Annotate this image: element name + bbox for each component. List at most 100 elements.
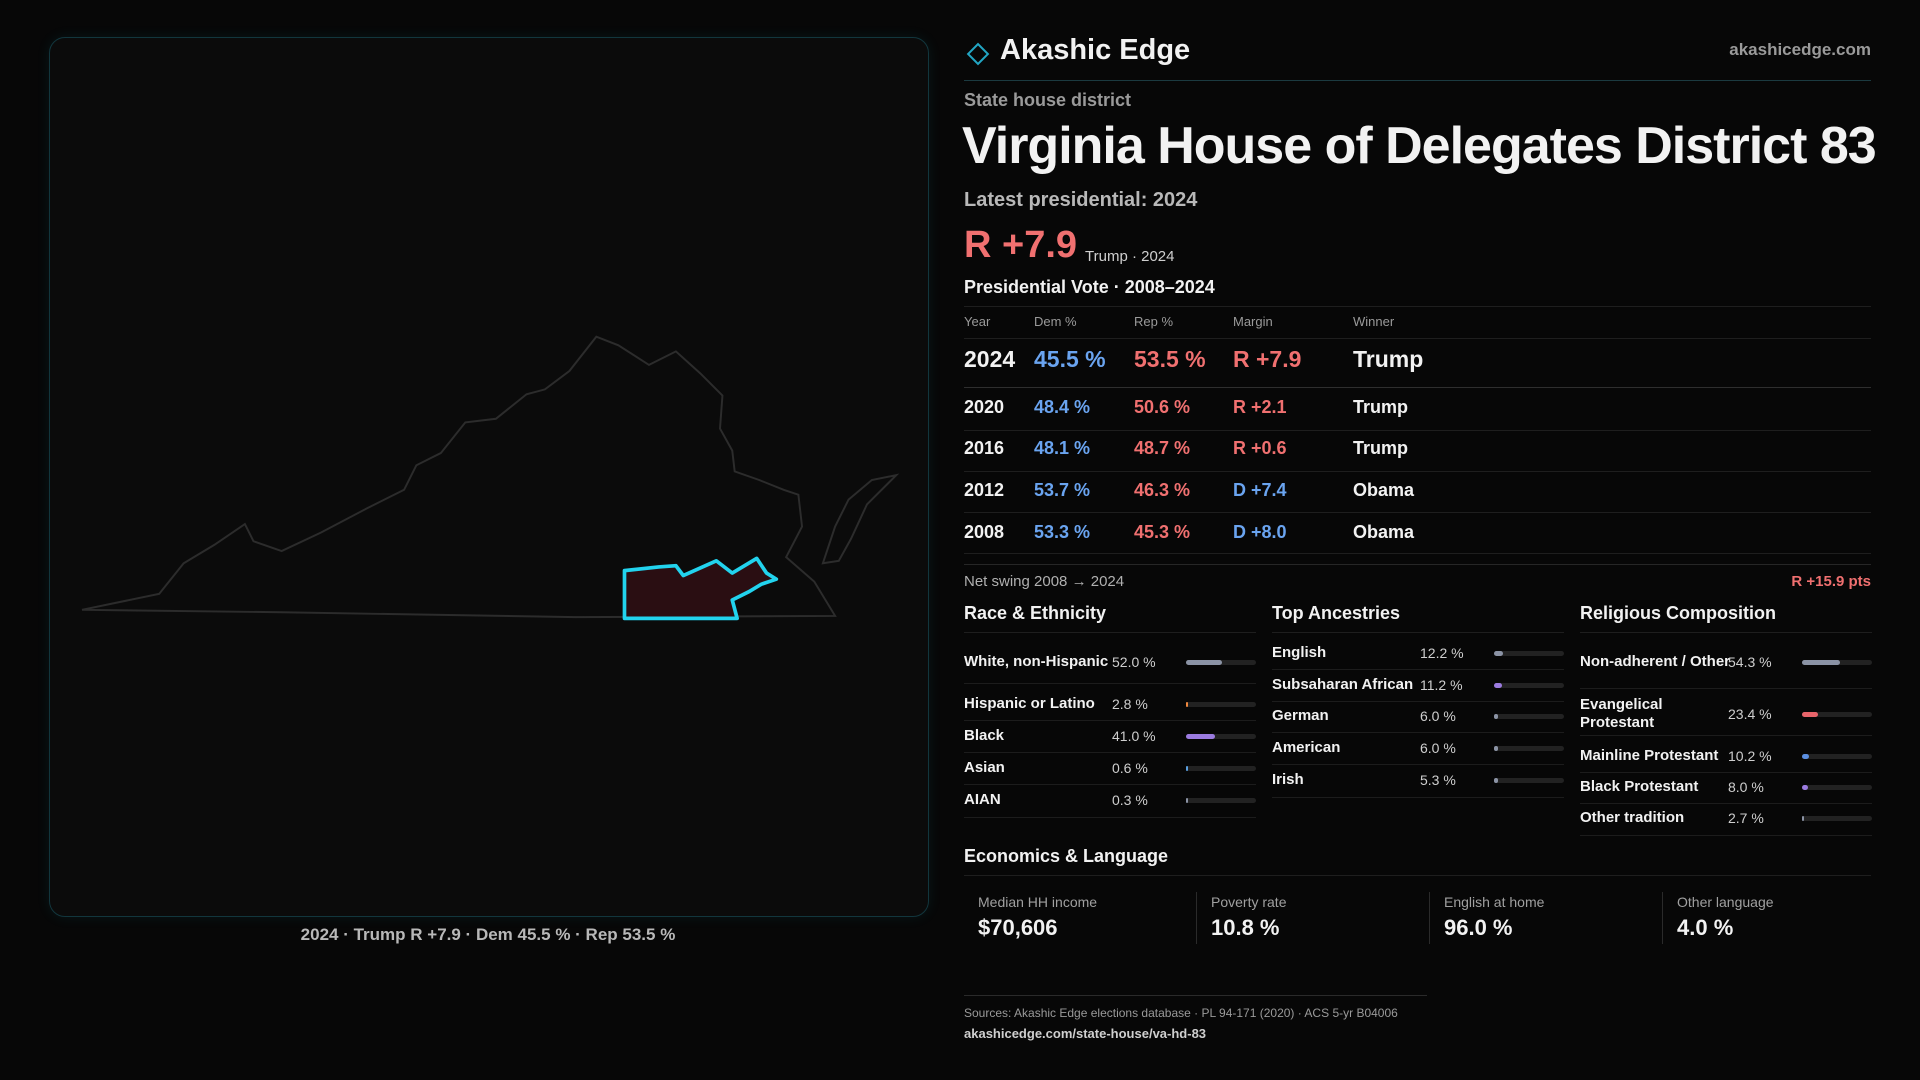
latest-note: Trump · 2024	[1085, 248, 1175, 265]
bar	[1186, 798, 1188, 803]
item-value: 10.2 %	[1728, 748, 1772, 764]
district-shape	[622, 556, 779, 621]
row-divider	[964, 430, 1871, 431]
bar	[1494, 746, 1499, 751]
table-cell: Trump	[1353, 438, 1409, 458]
bar	[1186, 734, 1215, 739]
item-value: 11.2 %	[1420, 677, 1463, 693]
item-value: 6.0 %	[1420, 740, 1456, 756]
table-cell: Obama	[1353, 480, 1415, 500]
item-label: Irish	[1272, 771, 1304, 788]
bar	[1802, 816, 1804, 821]
bar	[1186, 660, 1223, 665]
table-cell: 2012	[964, 480, 1005, 500]
swing-value: R +15.9 pts	[1791, 573, 1871, 590]
table-cell: 46.3 %	[1134, 480, 1191, 500]
row-divider	[964, 338, 1871, 339]
table-cell: D +7.4	[1233, 480, 1287, 500]
row-divider	[964, 817, 1256, 818]
latest-label: Latest presidential: 2024	[964, 189, 1198, 211]
table-cell: R +0.6	[1233, 438, 1287, 458]
table-cell: Trump	[1353, 346, 1424, 372]
table-cell: 45.5 %	[1034, 346, 1106, 372]
row-divider	[964, 553, 1871, 554]
card-label: Poverty rate	[1211, 894, 1287, 910]
row-divider	[1272, 764, 1564, 765]
bar-track	[1186, 798, 1256, 803]
table-cell: 2024	[964, 346, 1016, 372]
table-cell: 50.6 %	[1134, 397, 1191, 417]
table-cell: 2020	[964, 397, 1005, 417]
table-cell: R +7.9	[1233, 346, 1302, 372]
row-divider	[964, 784, 1256, 785]
row-divider	[964, 683, 1256, 684]
row-divider	[1272, 797, 1564, 798]
swing-label: Net swing 2008 → 2024	[964, 573, 1125, 590]
row-divider	[964, 306, 1871, 307]
item-value: 23.4 %	[1728, 706, 1772, 722]
divider	[964, 875, 1871, 876]
item-value: 0.3 %	[1112, 792, 1148, 808]
column-header: Winner	[1353, 314, 1395, 329]
item-label: Asian	[964, 759, 1005, 776]
divider	[964, 564, 1871, 565]
bar-track	[1186, 766, 1256, 771]
item-value: 6.0 %	[1420, 708, 1456, 724]
card-label: Median HH income	[978, 894, 1098, 910]
row-divider	[964, 720, 1256, 721]
bar-track	[1802, 712, 1872, 717]
logo	[966, 42, 990, 66]
brand: Akashic Edge	[1000, 34, 1191, 66]
bar-track	[1494, 683, 1564, 688]
item-label: Evangelical Protestant	[1580, 696, 1663, 731]
bar-track	[1802, 816, 1872, 821]
bar	[1494, 714, 1499, 719]
item-value: 52.0 %	[1112, 654, 1156, 670]
sources: Sources: Akashic Edge elections database…	[964, 1006, 1398, 1020]
bar-track	[1186, 734, 1256, 739]
item-label: German	[1272, 707, 1329, 724]
bar	[1186, 702, 1188, 707]
item-value: 5.3 %	[1420, 772, 1456, 788]
section-title: Race & Ethnicity	[964, 603, 1107, 623]
item-value: 54.3 %	[1728, 654, 1772, 670]
item-label: Black	[964, 727, 1005, 744]
item-label: White, non-Hispanic	[964, 653, 1109, 670]
row-divider	[964, 387, 1871, 388]
row-divider	[1580, 688, 1872, 689]
district-title: Virginia House of Delegates District 83	[962, 117, 1877, 175]
divider	[1272, 632, 1564, 633]
row-divider	[1272, 700, 1564, 702]
row-divider	[964, 512, 1871, 513]
bar	[1494, 651, 1503, 656]
table-cell: D +8.0	[1233, 522, 1287, 542]
item-value: 12.2 %	[1420, 645, 1464, 661]
column-header: Margin	[1233, 314, 1273, 329]
section-title: Religious Composition	[1580, 603, 1776, 623]
bar-track	[1186, 702, 1256, 707]
card-divider	[1429, 892, 1430, 944]
table-cell: 48.7 %	[1134, 438, 1191, 458]
item-label: Subsaharan African	[1272, 676, 1414, 693]
item-label: AIAN	[964, 791, 1001, 808]
item-label: Mainline Protestant	[1580, 747, 1719, 764]
section-title: Economics & Language	[964, 846, 1169, 866]
table-cell: 45.3 %	[1134, 522, 1191, 542]
table-cell: 2016	[964, 438, 1005, 458]
bar-track	[1494, 778, 1564, 783]
card-label: Other language	[1677, 894, 1774, 910]
state-outline	[81, 335, 837, 619]
divider	[964, 80, 1871, 81]
card-divider	[1196, 892, 1197, 944]
bar-track	[1494, 651, 1564, 656]
map-caption: 2024 · Trump R +7.9 · Dem 45.5 % · Rep 5…	[300, 925, 676, 944]
row-divider	[1580, 771, 1872, 773]
row-divider	[1580, 735, 1872, 736]
card-value: $70,606	[978, 915, 1058, 940]
bar	[1802, 660, 1840, 665]
table-cell: 53.5 %	[1134, 346, 1206, 372]
card-value: 4.0 %	[1677, 915, 1734, 940]
row-divider	[1272, 732, 1564, 733]
item-label: English	[1272, 644, 1327, 661]
